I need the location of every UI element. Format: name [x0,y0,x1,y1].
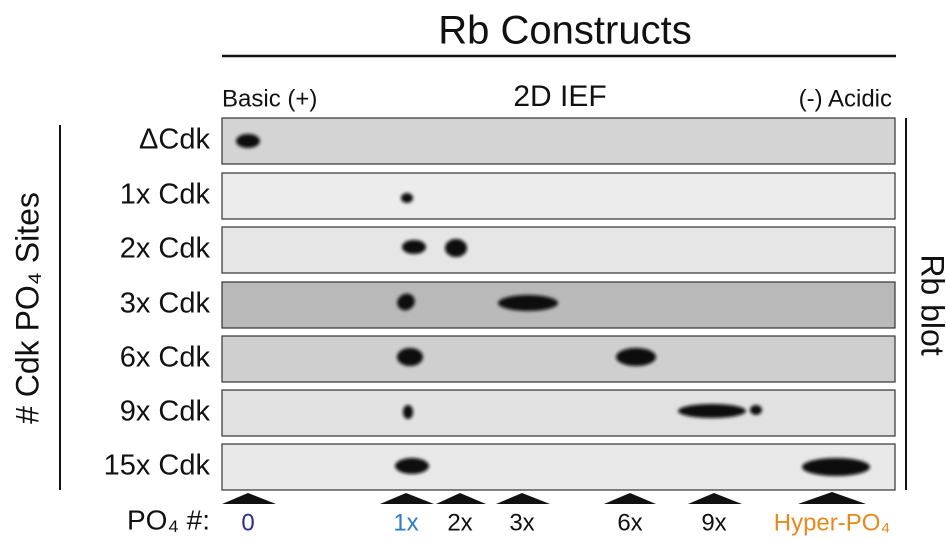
blot-panel [222,282,895,328]
marker-triangle [798,492,866,504]
marker-label: 1x [393,509,418,536]
row-label: 2x Cdk [120,233,211,265]
spot [395,458,429,474]
marker-triangle [496,493,550,504]
marker-triangle [604,493,656,504]
spot [750,405,762,415]
row-label: 3x Cdk [120,288,211,320]
figure: Rb Constructs Basic (+) 2D IEF (-) Acidi… [0,0,946,540]
title: Rb Constructs [438,9,691,53]
spot [397,348,423,366]
spot [616,348,656,366]
header-left: Basic (+) [222,85,317,112]
row-label: 1x Cdk [120,179,211,211]
markers [222,492,866,504]
marker-label: 0 [241,509,254,536]
marker-triangle [222,493,276,504]
spot [678,404,746,418]
blot-panel [222,444,895,490]
blot-panel [222,390,895,436]
marker-label: 9x [701,509,726,536]
spot [802,458,870,476]
row-label: ΔCdk [139,124,210,156]
y-axis-label: # Cdk PO₄ Sites [9,192,45,424]
marker-triangle [380,493,434,504]
spot [445,239,467,257]
header-center: 2D IEF [513,80,606,113]
footer-label: PO₄ #: [127,504,210,535]
blot-panel [222,118,895,164]
spot [236,134,260,148]
row-labels: ΔCdk 1x Cdk 2x Cdk 3x Cdk 6x Cdk 9x Cdk … [104,124,211,482]
blot-panels [222,118,895,490]
spot [401,193,413,203]
blot-panel [222,336,895,382]
blot-panel [222,173,895,219]
spot [498,295,558,311]
row-label: 9x Cdk [120,396,211,428]
spot [402,240,426,254]
marker-triangle [688,493,742,504]
marker-triangle [436,493,486,504]
marker-label: 2x [447,509,472,536]
marker-label: Hyper-PO₄ [774,509,890,536]
marker-label: 6x [617,509,642,536]
row-label: 15x Cdk [104,450,211,482]
marker-label: 3x [509,509,534,536]
spot [403,405,413,419]
header-right: (-) Acidic [799,85,892,112]
blot-panel [222,227,895,273]
row-label: 6x Cdk [120,342,211,374]
right-label: Rb blot [915,254,946,356]
